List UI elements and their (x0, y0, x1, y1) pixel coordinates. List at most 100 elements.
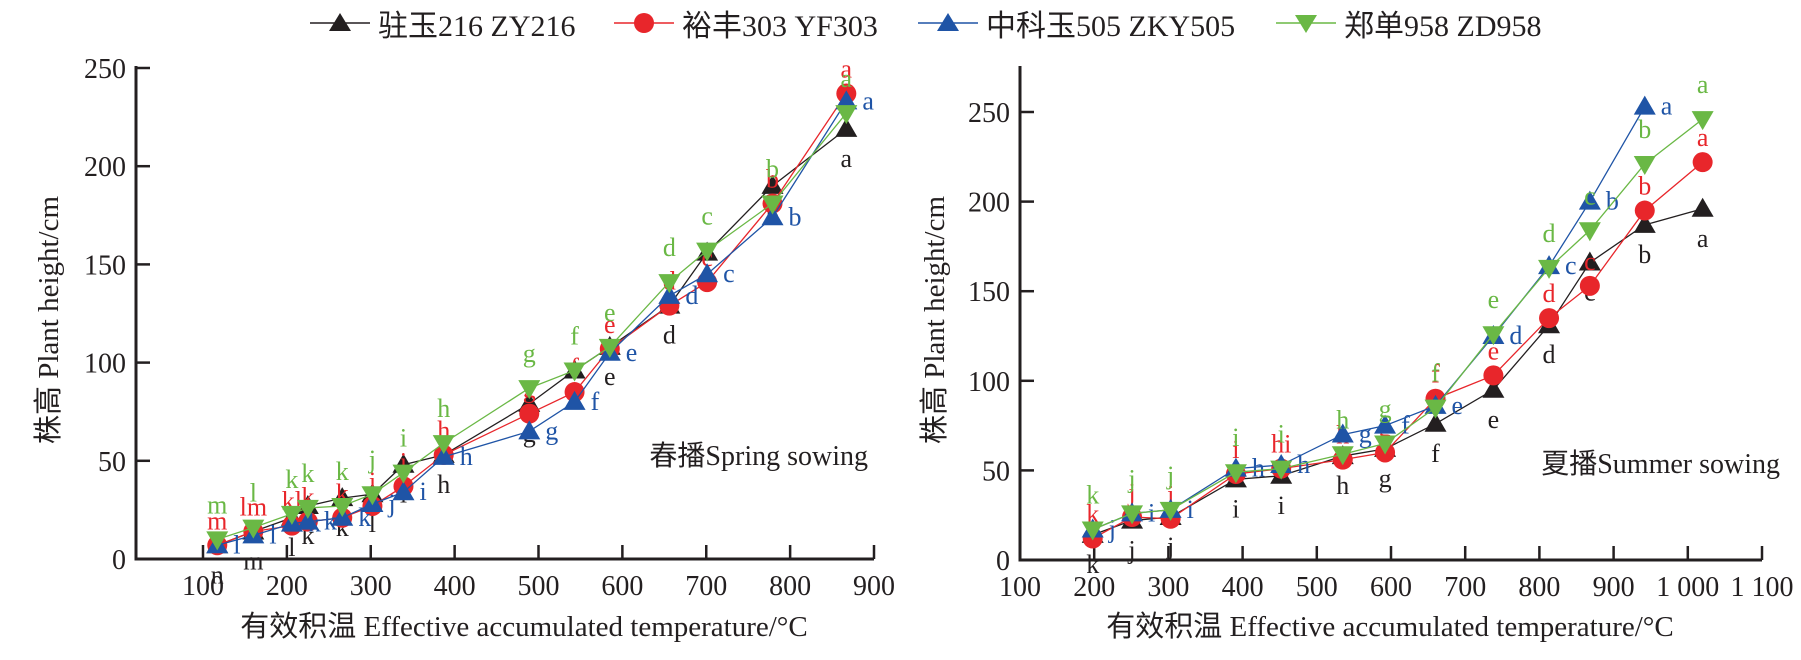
legend-label: 裕丰303 YF303 (682, 10, 878, 43)
significance-letter: d (663, 233, 676, 262)
significance-letter: k (324, 507, 337, 536)
significance-letter: g (545, 416, 558, 445)
data-point (658, 274, 681, 294)
data-point (242, 519, 265, 539)
significance-letter: j (1127, 536, 1135, 565)
significance-letter: c (1584, 181, 1596, 210)
significance-letter: m (207, 506, 227, 535)
data-point (519, 403, 540, 424)
significance-letter: e (1488, 405, 1500, 434)
y-axis-title: 株高 Plant height/cm (918, 196, 951, 445)
data-point (761, 195, 784, 215)
significance-letter: i (1148, 498, 1155, 527)
significance-letter: b (1638, 172, 1651, 201)
significance-letter: b (1638, 240, 1651, 269)
legend-label: 中科玉505 ZKY505 (986, 10, 1236, 43)
significance-letter: d (1543, 340, 1556, 369)
significance-letter: j (1166, 480, 1174, 509)
significance-letter: c (1584, 247, 1596, 276)
legend-item-zky505: 中科玉505 ZKY505 (918, 4, 1236, 43)
significance-letter: i (1278, 491, 1285, 520)
significance-letter: d (1543, 219, 1556, 248)
data-point (1539, 308, 1560, 329)
significance-letter: c (723, 259, 735, 288)
y-tick-label: 250 (968, 98, 1010, 129)
data-point (1424, 412, 1447, 432)
y-axis-title: 株高 Plant height/cm (32, 196, 65, 445)
data-point (696, 263, 719, 283)
data-point (296, 510, 319, 530)
x-tick-label: 500 (518, 571, 560, 602)
significance-letter: e (604, 298, 616, 327)
significance-letter: a (841, 144, 853, 173)
significance-letter: l (250, 479, 257, 508)
significance-letter: lm (240, 493, 267, 522)
significance-letter: k (285, 465, 298, 494)
significance-letter: h (1336, 405, 1349, 434)
x-tick-label: 300 (350, 571, 392, 602)
data-point (1691, 111, 1714, 131)
significance-letter: e (1488, 336, 1500, 365)
data-point (1270, 460, 1293, 480)
legend-marker-triangle-up-icon (310, 13, 370, 31)
y-tick-label: 100 (84, 349, 126, 380)
data-point (1081, 521, 1104, 541)
data-point (1633, 95, 1656, 115)
significance-letter: hi (1271, 430, 1291, 459)
significance-letter: e (1488, 285, 1500, 314)
x-tick-label: 500 (1296, 572, 1338, 603)
data-point (361, 486, 384, 506)
x-tick-label: 300 (1147, 572, 1189, 603)
significance-letter: e (604, 362, 616, 391)
significance-letter: b (789, 202, 802, 231)
y-tick-label: 200 (968, 188, 1010, 219)
significance-letter: a (841, 55, 853, 84)
significance-letter: k (1086, 481, 1099, 510)
significance-letter: k (1086, 499, 1099, 528)
significance-letter: a (1697, 224, 1709, 253)
panel-label: 夏播Summer sowing (1541, 448, 1780, 480)
data-point (1538, 259, 1561, 279)
x-tick-label: 600 (601, 571, 643, 602)
y-tick-label: 0 (996, 546, 1010, 577)
series-line-1 (1092, 161, 1704, 540)
legend-item-zd958: 郑单958 ZD958 (1276, 4, 1542, 43)
significance-letter: c (701, 202, 713, 231)
x-tick-label: 100 (999, 572, 1041, 603)
significance-letter: a (862, 86, 874, 115)
legend-marker-triangle-down-icon (1276, 15, 1336, 33)
data-point (432, 445, 455, 465)
data-point (1691, 197, 1714, 217)
data-point (563, 390, 586, 410)
significance-letter: i (1232, 435, 1239, 464)
data-point (1224, 464, 1247, 484)
data-point (1121, 505, 1144, 525)
x-tick-label: 900 (853, 571, 895, 602)
x-tick-label: 400 (1222, 572, 1264, 603)
y-tick-label: 150 (84, 250, 126, 281)
significance-letter: h (437, 470, 450, 499)
significance-letter: f (1431, 359, 1440, 388)
significance-letter: k (336, 457, 349, 486)
data-point (1578, 251, 1601, 271)
data-point (296, 499, 319, 519)
significance-letter: h (1252, 454, 1265, 483)
significance-letter: j (1166, 532, 1174, 561)
significance-letter: d (685, 281, 698, 310)
data-point (1374, 435, 1397, 455)
significance-letter: e (604, 310, 616, 339)
panel-label: 春播Spring sowing (649, 440, 868, 472)
data-point (331, 497, 354, 517)
legend-marker-circle-icon (614, 13, 674, 33)
data-point (392, 464, 415, 484)
significance-letter: j (1127, 464, 1135, 493)
data-point (1633, 155, 1656, 175)
significance-letter: j (368, 467, 376, 496)
x-tick-label: 100 (182, 571, 224, 602)
significance-letter: i (1232, 423, 1239, 452)
significance-letter: a (841, 64, 853, 93)
legend-label: 郑单958 ZD958 (1344, 10, 1542, 43)
significance-letter: i (1278, 420, 1285, 449)
data-point (392, 481, 415, 501)
data-point (1633, 213, 1656, 233)
